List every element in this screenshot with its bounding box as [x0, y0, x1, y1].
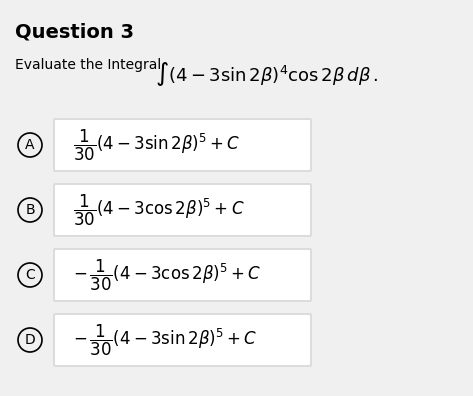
- Text: $\dfrac{1}{30}(4-3\sin 2\beta)^5 + C$: $\dfrac{1}{30}(4-3\sin 2\beta)^5 + C$: [73, 128, 240, 163]
- FancyBboxPatch shape: [53, 183, 312, 237]
- Text: $-\,\dfrac{1}{30}(4-3\sin 2\beta)^5 + C$: $-\,\dfrac{1}{30}(4-3\sin 2\beta)^5 + C$: [73, 322, 257, 358]
- Text: B: B: [25, 203, 35, 217]
- FancyBboxPatch shape: [55, 315, 310, 365]
- Text: $\dfrac{1}{30}(4-3\cos 2\beta)^5 + C$: $\dfrac{1}{30}(4-3\cos 2\beta)^5 + C$: [73, 192, 245, 228]
- FancyBboxPatch shape: [55, 185, 310, 235]
- Text: $-\,\dfrac{1}{30}(4-3\cos 2\beta)^5 + C$: $-\,\dfrac{1}{30}(4-3\cos 2\beta)^5 + C$: [73, 257, 261, 293]
- FancyBboxPatch shape: [55, 250, 310, 300]
- FancyBboxPatch shape: [53, 118, 312, 172]
- Text: A: A: [25, 138, 35, 152]
- FancyBboxPatch shape: [55, 120, 310, 170]
- FancyBboxPatch shape: [53, 313, 312, 367]
- Text: Question 3: Question 3: [15, 22, 134, 41]
- Text: $\int (4-3\sin 2\beta)^4 \cos 2\beta\, d\beta\,.$: $\int (4-3\sin 2\beta)^4 \cos 2\beta\, d…: [155, 60, 378, 88]
- FancyBboxPatch shape: [53, 248, 312, 302]
- Text: C: C: [25, 268, 35, 282]
- Text: D: D: [25, 333, 35, 347]
- Text: Evaluate the Integral: Evaluate the Integral: [15, 58, 161, 72]
